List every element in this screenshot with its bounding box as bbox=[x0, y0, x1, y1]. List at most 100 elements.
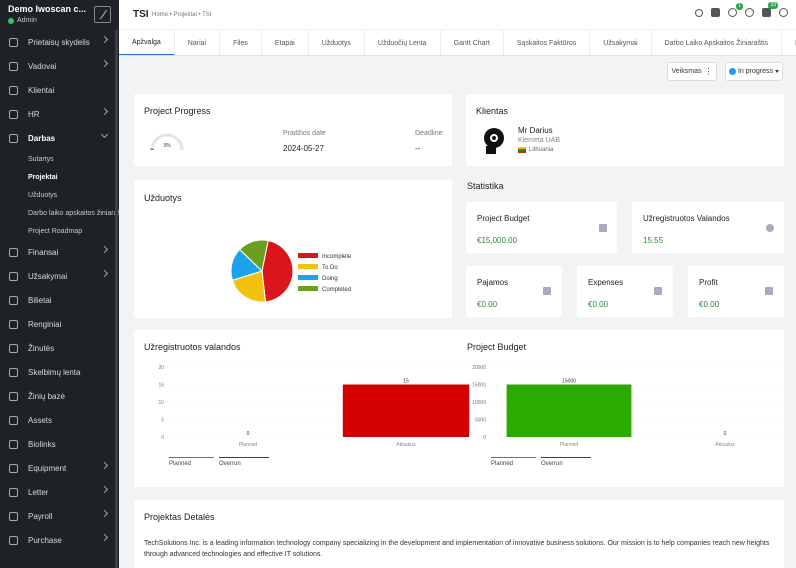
breadcrumb[interactable]: Home • Projektai • TSI bbox=[152, 12, 212, 18]
settings-icon[interactable] bbox=[779, 8, 788, 17]
tasks-card: Užduotys Incomplete To Do Doing Completed bbox=[134, 180, 452, 318]
budget-category-label-0: Planned bbox=[560, 442, 579, 448]
user-role: Admin bbox=[8, 17, 111, 24]
legend-swatch-0 bbox=[298, 253, 318, 258]
sidebar-item-label: Žinių bazė bbox=[28, 391, 65, 401]
clock-icon[interactable]: 1 bbox=[728, 3, 743, 17]
budget-bar-0[interactable] bbox=[506, 384, 632, 438]
sidebar-item-14[interactable]: Equipment bbox=[0, 456, 119, 480]
details-text: TechSolutions Inc. is a leading informat… bbox=[144, 540, 770, 558]
expenses-stat-title: Expenses bbox=[588, 278, 624, 287]
hours-legend-overrun-line bbox=[219, 457, 269, 458]
sidebar-item-7[interactable]: Bilietai bbox=[0, 288, 119, 312]
lithuania-flag-icon bbox=[518, 147, 526, 153]
client-country: Lithuania bbox=[518, 147, 553, 153]
pie-slice-to-do[interactable] bbox=[231, 270, 267, 303]
tab-1[interactable]: Nariai bbox=[175, 30, 221, 55]
legend-label-2[interactable]: Doing bbox=[322, 276, 338, 282]
menu-icon bbox=[9, 133, 18, 143]
legend-label-3[interactable]: Completed bbox=[322, 287, 351, 293]
bell-icon[interactable]: 33 bbox=[762, 2, 778, 17]
sidebar-subitem-1[interactable]: Projektai bbox=[28, 173, 58, 181]
clock-icon bbox=[766, 224, 774, 232]
deadline-label: Deadline bbox=[415, 130, 443, 137]
sidebar-item-0[interactable]: Prietaisų skydelis bbox=[0, 30, 119, 54]
sidebar-item-10[interactable]: Skelbimų lenta bbox=[0, 360, 119, 384]
tab-5[interactable]: Užduočių Lenta bbox=[365, 30, 441, 55]
sidebar-subitem-3[interactable]: Darbo laiko apskaitos žiniaraštis bbox=[28, 209, 119, 217]
tab-7[interactable]: Sąskaitos Faktūros bbox=[504, 30, 591, 55]
menu-icon bbox=[9, 463, 18, 473]
sidebar-item-label: HR bbox=[28, 109, 40, 119]
pie-slice-incomplete[interactable] bbox=[261, 240, 294, 303]
tab-6[interactable]: Gantt Chart bbox=[441, 30, 504, 55]
clock-badge: 1 bbox=[736, 3, 743, 10]
hours-bar-1[interactable] bbox=[342, 384, 470, 438]
status-dropdown[interactable]: In progress bbox=[725, 62, 783, 81]
tasks-pie-chart: Incomplete To Do Doing Completed bbox=[230, 239, 352, 303]
sidebar-item-label: Biolinks bbox=[28, 439, 56, 449]
expenses-stat-card: Expenses €0.00 bbox=[577, 266, 673, 317]
budget-value-label-0: 15000 bbox=[562, 379, 576, 385]
legend-label-0[interactable]: Incomplete bbox=[322, 254, 352, 260]
search-icon[interactable] bbox=[695, 8, 703, 17]
chevron-icon bbox=[100, 509, 109, 518]
hours-ytick: 5 bbox=[161, 418, 164, 424]
sidebar-subitem-2[interactable]: Užduotys bbox=[28, 191, 58, 199]
sidebar-item-1[interactable]: Vadovai bbox=[0, 54, 119, 78]
budget-stat-card: Project Budget €15,000.00 bbox=[466, 202, 617, 253]
sidebar-item-6[interactable]: Užsakymai bbox=[0, 264, 119, 288]
notes-icon[interactable] bbox=[711, 8, 720, 17]
sidebar-item-16[interactable]: Payroll bbox=[0, 504, 119, 528]
sidebar-item-13[interactable]: Biolinks bbox=[0, 432, 119, 456]
tab-0[interactable]: Apžvalga bbox=[119, 30, 175, 55]
client-name[interactable]: Mr Darius bbox=[518, 126, 553, 135]
role-label: Admin bbox=[17, 17, 37, 24]
sidebar-item-5[interactable]: Finansai bbox=[0, 240, 119, 264]
hours-legend-overrun[interactable]: Overrun bbox=[219, 461, 241, 467]
profit-stat-value: €0.00 bbox=[699, 300, 720, 309]
sidebar-scrollbar[interactable] bbox=[115, 30, 118, 568]
sidebar-item-label: Purchase bbox=[28, 535, 62, 545]
tab-4[interactable]: Užduotys bbox=[309, 30, 365, 55]
details-title: Projektas Detalės bbox=[144, 512, 215, 522]
menu-icon bbox=[9, 61, 18, 71]
add-icon[interactable] bbox=[745, 8, 754, 17]
chevron-icon bbox=[100, 533, 109, 542]
sidebar-item-label: Skelbimų lenta bbox=[28, 367, 81, 377]
budget-legend-overrun[interactable]: Overrun bbox=[541, 461, 563, 467]
budget-legend-planned[interactable]: Planned bbox=[491, 461, 514, 467]
chevron-icon bbox=[100, 130, 109, 139]
sidebar-toggle-button[interactable] bbox=[94, 6, 111, 23]
sidebar-item-8[interactable]: Renginiai bbox=[0, 312, 119, 336]
actions-button[interactable]: Veiksmas ⋮ bbox=[667, 62, 717, 81]
sidebar-item-15[interactable]: Letter bbox=[0, 480, 119, 504]
pie-slice-completed[interactable] bbox=[238, 239, 269, 272]
company-name[interactable]: Demo Iwoscan c... bbox=[8, 4, 87, 14]
budget-stat-value: €15,000.00 bbox=[477, 236, 518, 245]
legend-swatch-3 bbox=[298, 286, 318, 291]
legend-label-1[interactable]: To Do bbox=[322, 265, 338, 271]
client-title: Klientas bbox=[476, 106, 509, 116]
sidebar-item-3[interactable]: HR bbox=[0, 102, 119, 126]
sidebar-item-2[interactable]: Klientai bbox=[0, 78, 119, 102]
sidebar-item-12[interactable]: Assets bbox=[0, 408, 119, 432]
client-country-label: Lithuania bbox=[529, 147, 554, 153]
hours-legend-planned[interactable]: Planned bbox=[169, 461, 192, 467]
progress-title: Project Progress bbox=[144, 106, 211, 116]
tab-10[interactable]: Iš bbox=[782, 30, 796, 55]
sidebar-subitem-0[interactable]: Sutartys bbox=[28, 155, 54, 163]
sidebar-item-11[interactable]: Žinių bazė bbox=[0, 384, 119, 408]
tab-8[interactable]: Užsakymai bbox=[590, 30, 652, 55]
tab-3[interactable]: Etapai bbox=[262, 30, 309, 55]
sidebar-item-label: Finansai bbox=[28, 247, 59, 257]
tab-9[interactable]: Darbo Laiko Apskaitos Žiniaraštis bbox=[652, 30, 783, 55]
tab-2[interactable]: Files bbox=[220, 30, 262, 55]
sidebar-header: Demo Iwoscan c... Admin bbox=[0, 0, 119, 30]
sidebar-item-17[interactable]: Purchase bbox=[0, 528, 119, 552]
sidebar-item-4[interactable]: Darbas bbox=[0, 126, 119, 150]
details-card: Projektas Detalės bbox=[134, 500, 784, 568]
sidebar-subitem-4[interactable]: Project Roadmap bbox=[28, 227, 83, 235]
sidebar-item-9[interactable]: Žinutės bbox=[0, 336, 119, 360]
sidebar-menu: Prietaisų skydelis Vadovai Klientai HR Darba… bbox=[0, 30, 119, 552]
